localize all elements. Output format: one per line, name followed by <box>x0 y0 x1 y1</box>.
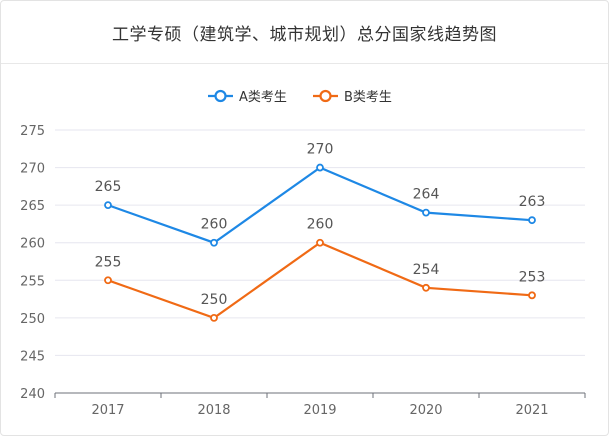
data-point <box>528 216 536 225</box>
data-point <box>104 201 112 210</box>
data-point <box>422 283 430 292</box>
y-tick-label: 260 <box>20 237 45 252</box>
data-label: 253 <box>519 269 546 285</box>
data-point <box>210 313 218 322</box>
data-label: 264 <box>413 187 440 203</box>
data-point <box>210 238 218 247</box>
data-label: 250 <box>201 292 228 308</box>
y-tick-label: 240 <box>20 387 45 402</box>
x-tick-label: 2017 <box>91 403 124 418</box>
data-label: 270 <box>307 142 334 158</box>
data-label: 260 <box>201 217 228 233</box>
data-label: 263 <box>519 194 546 210</box>
legend-label[interactable]: B类考生 <box>344 90 392 105</box>
data-label: 260 <box>307 217 334 233</box>
legend-marker-icon[interactable] <box>319 89 332 103</box>
chart-title: 工学专硕（建筑学、城市规划）总分国家线趋势图 <box>112 24 497 45</box>
data-point <box>528 291 536 300</box>
data-point <box>104 276 112 285</box>
data-point <box>422 208 430 217</box>
data-point <box>316 238 324 247</box>
x-tick-label: 2020 <box>409 403 442 418</box>
legend-marker-icon[interactable] <box>214 89 227 103</box>
x-tick-label: 2018 <box>197 403 230 418</box>
y-tick-label: 275 <box>20 124 45 139</box>
y-tick-label: 250 <box>20 312 45 327</box>
data-label: 265 <box>95 179 122 195</box>
data-point <box>316 163 324 172</box>
chart-header: 工学专硕（建筑学、城市规划）总分国家线趋势图 <box>1 1 608 64</box>
x-tick-label: 2021 <box>515 403 548 418</box>
data-label: 255 <box>95 254 122 270</box>
y-tick-label: 270 <box>20 162 45 177</box>
legend-label[interactable]: A类考生 <box>239 90 287 105</box>
data-label: 254 <box>413 262 440 278</box>
y-tick-label: 265 <box>20 199 45 214</box>
y-tick-label: 255 <box>20 274 45 289</box>
x-tick-label: 2019 <box>303 403 336 418</box>
y-tick-label: 245 <box>20 349 45 364</box>
